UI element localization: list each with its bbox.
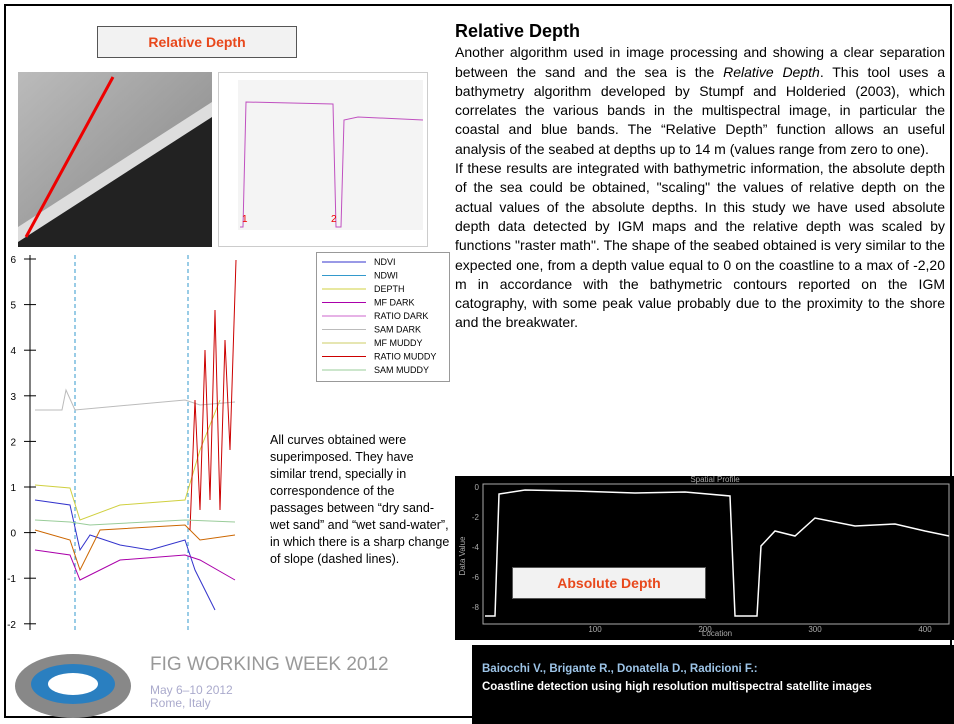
profile-marker: 2 bbox=[331, 214, 337, 225]
y-tick-label: -2 bbox=[472, 513, 480, 522]
y-tick-label: -4 bbox=[472, 543, 480, 552]
profile-marker: 1 bbox=[242, 214, 248, 225]
y-tick-label: -1 bbox=[7, 574, 16, 585]
logo bbox=[15, 654, 131, 718]
y-tick-label: 1 bbox=[10, 483, 16, 494]
satellite-image bbox=[18, 72, 212, 247]
emphasis: Relative Depth bbox=[723, 63, 820, 80]
paragraph: If these results are integrated with bat… bbox=[455, 160, 945, 331]
y-tick-label: -6 bbox=[472, 573, 480, 582]
event-place: Rome, Italy bbox=[150, 696, 211, 710]
relative-depth-label: Relative Depth bbox=[97, 26, 297, 58]
y-label: Data Value bbox=[458, 536, 467, 576]
paper-title: Coastline detection using high resolutio… bbox=[482, 681, 872, 693]
legend-label: SAM MUDDY bbox=[374, 365, 429, 375]
y-tick-label: 6 bbox=[10, 255, 16, 266]
event-name: FIG WORKING WEEK 2012 bbox=[150, 654, 389, 675]
body-text: Relative Depth Another algorithm used in… bbox=[455, 21, 945, 333]
x-tick-label: 300 bbox=[808, 625, 822, 634]
legend-label: MF DARK bbox=[374, 298, 415, 308]
y-tick-label: -2 bbox=[7, 620, 16, 631]
absolute-depth-chart: Spatial Profile Location Data Value 0 -2 -… bbox=[455, 476, 954, 640]
text: Another algorithm used in image processi… bbox=[455, 44, 945, 80]
legend-label: NDVI bbox=[374, 257, 396, 267]
index-chart: 6 5 4 3 2 1 0 -1 -2 bbox=[7, 255, 237, 631]
y-tick-label: -8 bbox=[472, 603, 480, 612]
event-dates: May 6–10 2012 bbox=[150, 683, 233, 697]
y-tick-label: 2 bbox=[10, 437, 16, 448]
x-label: Location bbox=[702, 629, 732, 638]
caption: All curves obtained were superimposed. T… bbox=[270, 433, 450, 566]
profile-chart: 1 2 bbox=[218, 72, 428, 247]
index-legend: NDVI NDWI DEPTH MF DARK RATIO DARK SAM DARK MF… bbox=[316, 252, 450, 382]
event-info: May 6–10 2012 Rome, Italy bbox=[150, 684, 233, 710]
section-title: Relative Depth bbox=[455, 21, 581, 41]
legend-label: DEPTH bbox=[374, 284, 405, 294]
legend-label: MF MUDDY bbox=[374, 338, 423, 348]
y-tick-label: 4 bbox=[10, 346, 16, 357]
legend-label: NDWI bbox=[374, 271, 398, 281]
x-tick-label: 400 bbox=[918, 625, 932, 634]
footer-box: Baiocchi V., Brigante R., Donatella D., … bbox=[472, 645, 954, 724]
x-tick-label: 200 bbox=[698, 625, 712, 634]
y-tick-label: 0 bbox=[10, 529, 16, 540]
paragraph: Another algorithm used in image processi… bbox=[455, 43, 945, 159]
chart-title: Spatial Profile bbox=[690, 476, 740, 484]
absolute-depth-label: Absolute Depth bbox=[512, 567, 706, 599]
x-tick-label: 100 bbox=[588, 625, 602, 634]
legend-label: SAM DARK bbox=[374, 325, 421, 335]
text: . This tool uses a bathymetry algorithm … bbox=[455, 63, 946, 157]
y-tick-label: 3 bbox=[10, 392, 16, 403]
y-tick-label: 0 bbox=[475, 483, 480, 492]
authors: Baiocchi V., Brigante R., Donatella D., … bbox=[482, 663, 758, 675]
legend-label: RATIO DARK bbox=[374, 311, 428, 321]
legend-label: RATIO MUDDY bbox=[374, 352, 436, 362]
y-tick-label: 5 bbox=[10, 301, 16, 312]
